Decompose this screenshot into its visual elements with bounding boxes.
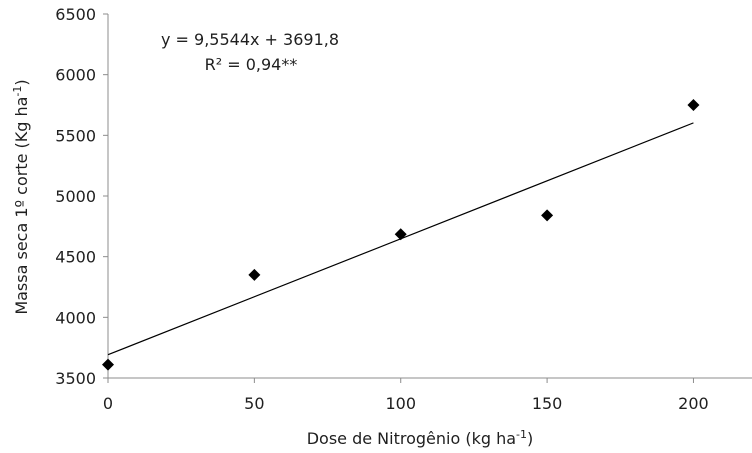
x-tick-label: 150 bbox=[532, 394, 563, 413]
y-axis-title-text: Massa seca 1º corte (Kg ha bbox=[12, 97, 31, 315]
y-tick-label: 4000 bbox=[55, 308, 96, 327]
y-axis-title-superscript: -1 bbox=[11, 86, 24, 97]
y-axis-title-suffix: ) bbox=[12, 79, 31, 85]
data-point bbox=[102, 358, 114, 371]
x-axis-title-superscript: -1 bbox=[516, 428, 527, 441]
y-axis-title: Massa seca 1º corte (Kg ha-1) bbox=[11, 79, 32, 314]
x-axis-title-suffix: ) bbox=[527, 429, 533, 448]
x-tick-label: 0 bbox=[103, 394, 113, 413]
data-point bbox=[541, 209, 554, 222]
annotation-layer: y = 9,5544x + 3691,8 R² = 0,94** bbox=[161, 30, 339, 74]
y-tick-label: 6000 bbox=[55, 66, 96, 85]
x-tick-label: 200 bbox=[678, 394, 709, 413]
r-squared-label: R² = 0,94** bbox=[205, 55, 298, 74]
data-point bbox=[394, 228, 407, 241]
y-tick-label: 3500 bbox=[55, 369, 96, 388]
x-tick-label: 50 bbox=[244, 394, 264, 413]
x-axis-title-text: Dose de Nitrogênio (kg ha bbox=[307, 429, 516, 448]
x-axis-title: Dose de Nitrogênio (kg ha-1) bbox=[307, 428, 534, 449]
data-point bbox=[248, 268, 261, 281]
y-tick-label: 5500 bbox=[55, 126, 96, 145]
data-point bbox=[687, 99, 700, 111]
ticks-layer: 3500 4000 4500 5000 5500 6000 6500 0 50 100 150 200 bbox=[55, 5, 708, 413]
x-tick-label: 100 bbox=[385, 394, 416, 413]
points-layer bbox=[102, 99, 700, 371]
regression-equation: y = 9,5544x + 3691,8 bbox=[161, 30, 339, 49]
y-tick-label: 5000 bbox=[55, 187, 96, 206]
y-tick-label: 6500 bbox=[55, 5, 96, 24]
y-tick-label: 4500 bbox=[55, 248, 96, 267]
